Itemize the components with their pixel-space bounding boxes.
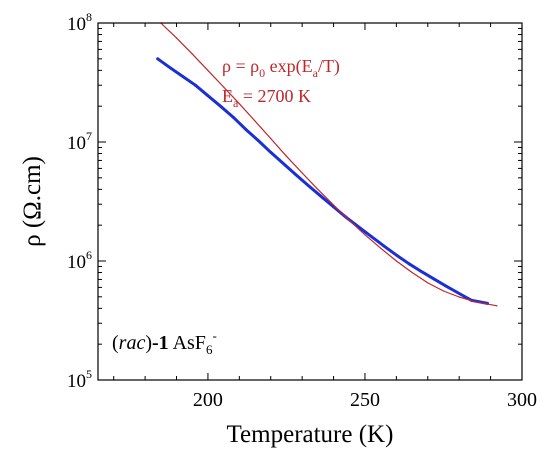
fit-point <box>364 234 366 236</box>
data-point <box>294 173 298 177</box>
x-tick-label: 250 <box>350 389 380 411</box>
data-point <box>319 194 323 198</box>
y-axis-title: ρ (Ω.cm) <box>19 156 46 247</box>
data-point <box>244 127 248 131</box>
data-point <box>256 139 260 142</box>
data-point <box>395 253 398 257</box>
x-tick-label: 200 <box>193 389 223 411</box>
fit-point <box>270 137 272 140</box>
y-tick-label: 105 <box>67 367 92 392</box>
label-layer: 200 250 300 105 106 107 108 Temperature (K) ρ (Ω… <box>19 10 537 448</box>
fit-point <box>254 120 256 122</box>
y-tick-label: 106 <box>67 248 92 273</box>
annotation-activation-energy: Ea = 2700 K <box>222 86 311 110</box>
data-point <box>156 57 160 61</box>
fit-point <box>427 282 429 284</box>
fit-series-line <box>160 22 498 307</box>
fit-point <box>238 103 240 105</box>
fit-point <box>474 301 476 303</box>
fit-point <box>395 260 397 262</box>
fit-point <box>333 204 335 206</box>
data-point <box>181 75 185 78</box>
fit-point <box>223 86 225 88</box>
fit-point <box>496 305 498 307</box>
data-point <box>369 235 373 238</box>
data-point <box>194 83 197 87</box>
data-point <box>281 162 285 165</box>
fit-point <box>285 155 287 157</box>
fit-point <box>411 271 413 274</box>
sample-label: (rac)-1 AsF6- <box>112 328 217 357</box>
axes-layer <box>97 22 523 381</box>
data-point <box>407 262 411 266</box>
fit-point <box>380 247 382 249</box>
data-point <box>432 277 436 281</box>
fit-point <box>175 37 178 39</box>
data-point <box>231 115 235 119</box>
fit-point <box>348 219 350 221</box>
annotation-formula: ρ = ρ0 exp(Ea/T) <box>222 56 340 80</box>
data-point <box>307 184 310 188</box>
fit-point <box>458 296 460 298</box>
data-point <box>445 285 448 288</box>
data-point <box>206 94 210 98</box>
y-tick-label: 108 <box>67 10 92 35</box>
data-point <box>168 66 172 70</box>
data-point <box>219 104 222 108</box>
y-tick-label: 107 <box>67 129 92 154</box>
fit-point <box>191 53 193 55</box>
data-point <box>382 244 386 248</box>
plot-frame <box>97 22 523 381</box>
series-layer <box>156 22 498 307</box>
x-axis-title: Temperature (K) <box>227 421 394 448</box>
data-point <box>420 270 423 273</box>
fit-point <box>207 69 209 71</box>
fit-point <box>442 290 445 292</box>
x-tick-label: 300 <box>507 389 537 411</box>
fit-point <box>317 188 319 190</box>
fit-point <box>301 172 303 174</box>
data-point <box>457 292 461 295</box>
data-point <box>269 150 273 154</box>
